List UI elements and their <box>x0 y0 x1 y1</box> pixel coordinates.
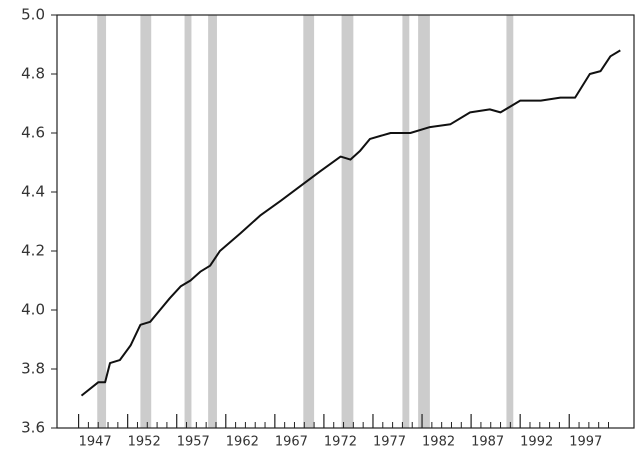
y-tick-label: 3.8 <box>21 360 45 378</box>
x-tick-label: 1947 <box>79 435 112 450</box>
data-line <box>80 49 621 397</box>
shaded-period <box>402 15 410 428</box>
shaded-period <box>184 15 192 428</box>
y-tick-label: 3.6 <box>21 419 45 437</box>
shaded-period <box>208 15 217 428</box>
y-tick-label: 4.0 <box>21 301 45 319</box>
x-tick-label: 1982 <box>422 435 455 450</box>
shaded-period <box>97 15 107 428</box>
shaded-period <box>418 15 430 428</box>
x-tick-label: 1972 <box>324 435 357 450</box>
x-tick-label: 1967 <box>275 435 308 450</box>
shaded-period <box>303 15 315 428</box>
y-tick-label: 4.4 <box>21 183 45 201</box>
x-tick-label: 1957 <box>177 435 210 450</box>
x-tick-label: 1987 <box>471 435 504 450</box>
y-tick-label: 4.2 <box>21 242 45 260</box>
x-tick-label: 1962 <box>226 435 259 450</box>
x-tick-label: 1977 <box>373 435 406 450</box>
x-tick-label: 1992 <box>520 435 553 450</box>
x-tick-label: 1952 <box>128 435 161 450</box>
y-tick-label: 4.6 <box>21 124 45 142</box>
shaded-period <box>506 15 514 428</box>
x-tick-label: 1997 <box>569 435 602 450</box>
y-tick-label: 5.0 <box>21 6 45 24</box>
plot-frame <box>56 14 635 429</box>
shaded-period <box>341 15 354 428</box>
shaded-period <box>140 15 152 428</box>
y-tick-label: 4.8 <box>21 65 45 83</box>
